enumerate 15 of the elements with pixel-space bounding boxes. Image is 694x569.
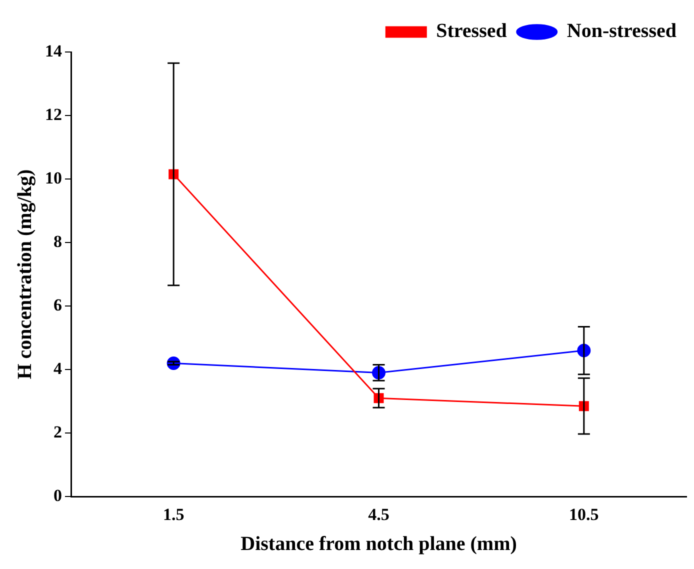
x-tick-label: 10.5 bbox=[569, 505, 599, 524]
y-tick-label: 14 bbox=[45, 41, 62, 60]
y-tick-label: 10 bbox=[45, 168, 62, 188]
y-tick-label: 4 bbox=[54, 358, 62, 378]
x-tick-label: 4.5 bbox=[368, 505, 390, 524]
y-tick-label: 6 bbox=[54, 295, 62, 314]
y-tick-label: 0 bbox=[54, 486, 62, 505]
x-tick-label: 1.5 bbox=[162, 505, 184, 524]
legend-label: Stressed bbox=[436, 20, 507, 42]
y-tick-label: 2 bbox=[54, 422, 62, 442]
x-axis-title: Distance from notch plane (mm) bbox=[240, 533, 517, 556]
y-axis-title: H concentration (mg/kg) bbox=[14, 169, 36, 380]
legend-label: Non-stressed bbox=[566, 20, 677, 42]
y-tick-label: 8 bbox=[54, 232, 62, 251]
y-tick-label: 12 bbox=[45, 104, 62, 124]
